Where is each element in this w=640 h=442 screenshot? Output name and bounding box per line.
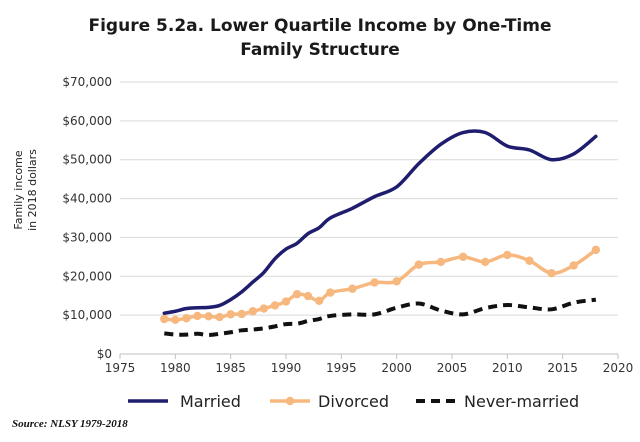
y-tick-label: $70,000 [62, 75, 112, 89]
data-point-divorced [547, 268, 556, 278]
y-tick-label: $50,000 [62, 153, 112, 167]
data-point-divorced [458, 252, 468, 262]
data-point-divorced [215, 312, 224, 322]
series-line-married [162, 129, 598, 315]
series-lines [160, 129, 601, 337]
x-tick-label: 2015 [547, 361, 578, 375]
y-axis-title-line-1: Family income [12, 150, 25, 229]
data-point-divorced [281, 297, 291, 306]
y-axis-title: Family incomein 2018 dollars [12, 149, 39, 231]
data-point-divorced [414, 260, 423, 269]
y-axis-title-line-2: in 2018 dollars [26, 149, 39, 231]
legend: Married Divorced Never-married [128, 392, 579, 411]
data-point-divorced [525, 256, 534, 265]
data-point-divorced [303, 291, 313, 301]
x-tick-labels: 1975 1980 1985 1990 1995 2000 2005 2010 2015 2020 [105, 361, 634, 375]
data-point-divorced [171, 315, 180, 325]
data-point-divorced [481, 257, 490, 267]
legend-marker-divorced [285, 396, 295, 406]
y-tick-label: $0 [97, 347, 112, 361]
data-point-divorced [392, 277, 401, 286]
x-tick-label: 2000 [381, 361, 412, 375]
x-tick-label: 1990 [271, 361, 302, 375]
grid-lines [120, 81, 618, 316]
data-point-divorced [503, 250, 512, 260]
data-point-divorced [591, 245, 601, 255]
data-point-divorced [193, 311, 202, 321]
y-tick-label: $30,000 [62, 230, 112, 244]
y-axis-label: Family incomein 2018 dollars [12, 149, 39, 231]
legend-label-married: Married [180, 392, 241, 411]
series-line-never-married [164, 297, 597, 337]
legend-label-divorced: Divorced [318, 392, 389, 411]
y-tick-labels: $0 $10,000 $20,000 $30,000 $40,000 $50,000 $60… [62, 75, 112, 361]
x-tick-label: 1985 [215, 361, 246, 375]
data-point-divorced [370, 278, 379, 287]
data-point-divorced [226, 310, 235, 319]
source-note: Source: NLSY 1979-2018 [12, 418, 128, 430]
chart-title-line-1: Figure 5.2a. Lower Quartile Income by On… [88, 16, 552, 36]
x-tick-label: 1995 [326, 361, 357, 375]
data-point-divorced [259, 304, 269, 313]
data-point-divorced [348, 284, 357, 293]
data-point-divorced [248, 307, 257, 316]
data-point-divorced [326, 288, 335, 297]
data-point-divorced [436, 257, 446, 267]
x-tick-label: 1975 [105, 361, 136, 375]
legend-label-never-married: Never-married [464, 392, 579, 411]
x-tick-label: 2020 [603, 361, 634, 375]
axes [119, 353, 619, 359]
data-point-divorced [204, 312, 213, 321]
data-point-divorced [270, 301, 280, 310]
y-tick-label: $10,000 [62, 308, 112, 322]
y-tick-label: $20,000 [62, 269, 112, 283]
data-point-divorced [292, 289, 302, 299]
data-point-divorced [182, 314, 191, 323]
data-point-divorced [315, 296, 324, 305]
x-tick-label: 2005 [437, 361, 468, 375]
y-tick-label: $60,000 [62, 114, 112, 128]
chart-title: Figure 5.2a. Lower Quartile Income by On… [0, 14, 640, 62]
x-tick-label: 2010 [492, 361, 523, 375]
data-point-divorced [160, 314, 169, 324]
data-point-divorced [569, 261, 578, 270]
series-line-divorced [162, 248, 598, 322]
data-point-divorced [237, 309, 246, 319]
chart-title-line-2: Family Structure [240, 40, 400, 60]
x-tick-label: 1980 [160, 361, 191, 375]
y-tick-label: $40,000 [62, 192, 112, 206]
